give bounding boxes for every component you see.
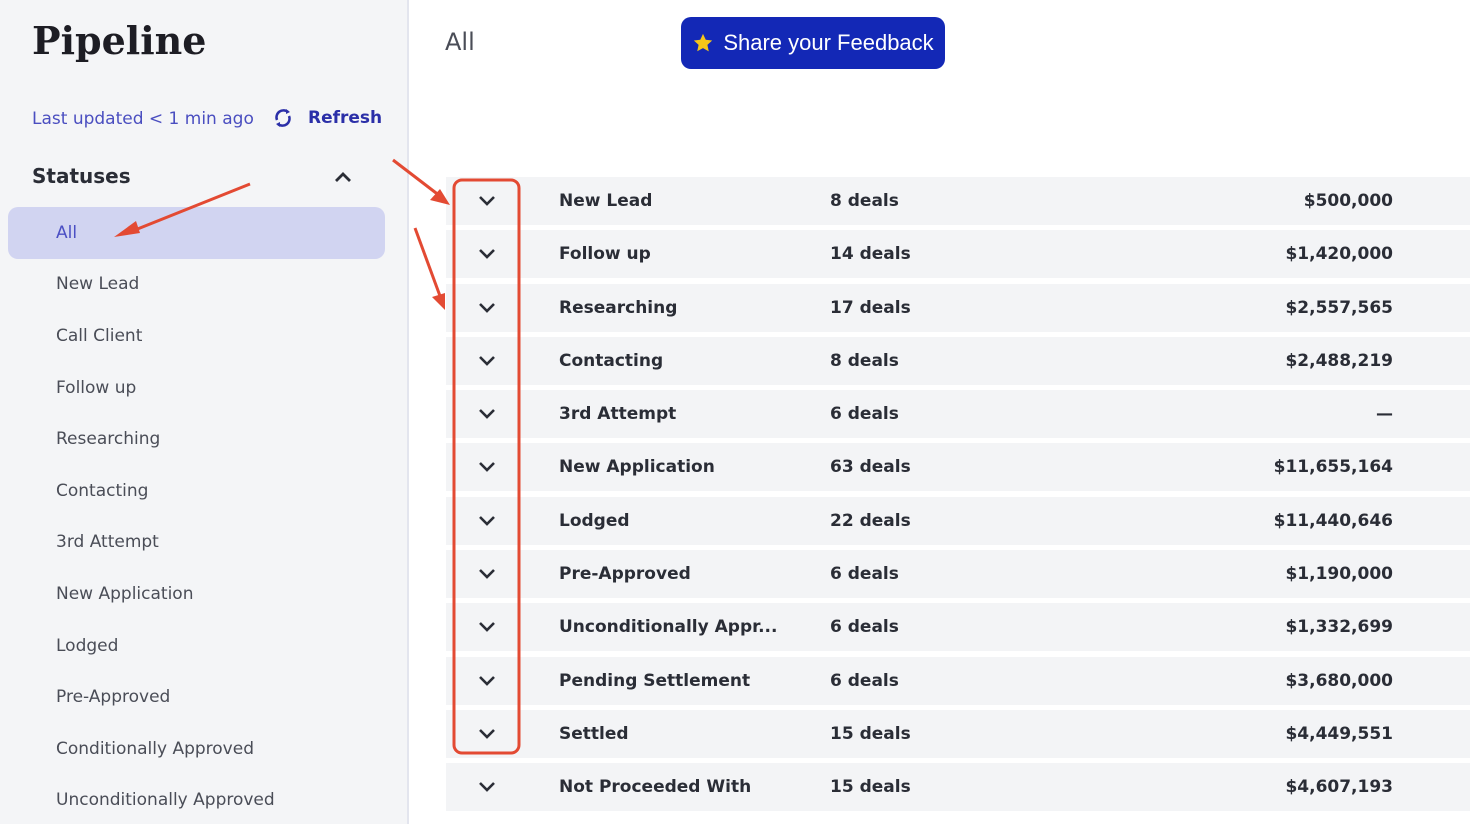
status-name: Follow up bbox=[559, 244, 651, 265]
deal-amount: $500,000 bbox=[1303, 191, 1393, 211]
deal-count: 15 deals bbox=[830, 723, 911, 744]
status-name: New Application bbox=[559, 457, 715, 478]
deal-count: 6 deals bbox=[830, 404, 899, 425]
table-row[interactable]: Pre-Approved 6 deals $1,190,000 bbox=[446, 550, 1470, 599]
table-row[interactable]: Follow up 14 deals $1,420,000 bbox=[446, 230, 1470, 279]
table-row[interactable]: New Application 63 deals $11,655,164 bbox=[446, 443, 1470, 492]
table-row[interactable]: Unconditionally Appr... 6 deals $1,332,6… bbox=[446, 603, 1470, 652]
sidebar-item-unconditionally-approved[interactable]: Unconditionally Approved bbox=[56, 790, 275, 811]
status-name: Settled bbox=[559, 723, 629, 744]
deal-count: 63 deals bbox=[830, 457, 911, 478]
chevron-down-icon[interactable] bbox=[446, 674, 528, 688]
table-row[interactable]: Lodged 22 deals $11,440,646 bbox=[446, 496, 1470, 545]
pipeline-table: New Lead 8 deals $500,000 Follow up 14 d… bbox=[446, 177, 1470, 817]
share-feedback-button[interactable]: Share your Feedback bbox=[681, 17, 945, 69]
refresh-icon bbox=[275, 109, 291, 127]
chevron-down-icon[interactable] bbox=[446, 247, 528, 261]
deal-amount: $1,190,000 bbox=[1285, 564, 1393, 585]
sidebar-item-all[interactable]: All bbox=[8, 207, 385, 259]
status-name: Contacting bbox=[559, 350, 664, 371]
deal-count: 14 deals bbox=[830, 244, 911, 265]
deal-amount: $2,557,565 bbox=[1285, 297, 1393, 318]
main-title: All bbox=[445, 28, 475, 56]
refresh-label: Refresh bbox=[308, 108, 383, 128]
sidebar-item-new-lead[interactable]: New Lead bbox=[56, 274, 140, 295]
chevron-down-icon[interactable] bbox=[446, 194, 528, 208]
star-icon bbox=[694, 33, 713, 52]
statuses-heading: Statuses bbox=[32, 164, 131, 188]
table-row[interactable]: Settled 15 deals $4,449,551 bbox=[446, 709, 1470, 758]
status-name: Not Proceeded With bbox=[559, 777, 752, 798]
status-name: Pre-Approved bbox=[559, 564, 691, 585]
status-name: Researching bbox=[559, 297, 678, 318]
deal-count: 17 deals bbox=[830, 297, 911, 318]
chevron-down-icon[interactable] bbox=[446, 620, 528, 634]
deal-amount: $4,449,551 bbox=[1285, 723, 1393, 744]
deal-count: 6 deals bbox=[830, 564, 899, 585]
chevron-down-icon[interactable] bbox=[446, 514, 528, 528]
sidebar-item-conditionally-approved[interactable]: Conditionally Approved bbox=[56, 738, 254, 759]
status-name: Pending Settlement bbox=[559, 670, 751, 691]
sidebar-item-3rd-attempt[interactable]: 3rd Attempt bbox=[56, 532, 159, 553]
deal-amount: $11,655,164 bbox=[1273, 457, 1393, 478]
sidebar-item-call-client[interactable]: Call Client bbox=[56, 325, 143, 346]
chevron-down-icon[interactable] bbox=[446, 354, 528, 368]
deal-count: 6 deals bbox=[830, 617, 899, 638]
deal-count: 15 deals bbox=[830, 777, 911, 798]
sidebar-item-contacting[interactable]: Contacting bbox=[56, 480, 149, 501]
table-row[interactable]: 3rd Attempt 6 deals — bbox=[446, 390, 1470, 439]
deal-amount: — bbox=[1376, 404, 1393, 425]
sidebar-item-researching[interactable]: Researching bbox=[56, 429, 161, 450]
chevron-down-icon[interactable] bbox=[446, 567, 528, 581]
deal-count: 6 deals bbox=[830, 670, 899, 691]
deal-amount: $1,420,000 bbox=[1285, 244, 1393, 265]
deal-amount: $3,680,000 bbox=[1285, 670, 1393, 691]
chevron-up-icon[interactable] bbox=[332, 166, 354, 188]
annotation-arrow bbox=[413, 227, 442, 297]
status-name: New Lead bbox=[559, 191, 653, 211]
deal-count: 22 deals bbox=[830, 510, 911, 531]
status-name: 3rd Attempt bbox=[559, 404, 677, 425]
sidebar: Pipeline Last updated < 1 min ago Refres… bbox=[0, 0, 409, 824]
table-row[interactable]: Not Proceeded With 15 deals $4,607,193 bbox=[446, 763, 1470, 812]
sidebar-item-follow-up[interactable]: Follow up bbox=[56, 377, 137, 398]
refresh-button[interactable]: Refresh bbox=[272, 106, 382, 130]
chevron-down-icon[interactable] bbox=[446, 727, 528, 741]
sidebar-item-new-application[interactable]: New Application bbox=[56, 583, 194, 604]
feedback-label: Share your Feedback bbox=[723, 30, 934, 55]
deal-count: 8 deals bbox=[830, 350, 899, 371]
deal-amount: $11,440,646 bbox=[1273, 510, 1393, 531]
chevron-down-icon[interactable] bbox=[446, 780, 528, 794]
table-row[interactable]: Contacting 8 deals $2,488,219 bbox=[446, 336, 1470, 385]
chevron-down-icon[interactable] bbox=[446, 407, 528, 421]
deal-count: 8 deals bbox=[830, 191, 899, 211]
sidebar-item-lodged[interactable]: Lodged bbox=[56, 635, 119, 656]
table-row[interactable]: Researching 17 deals $2,557,565 bbox=[446, 283, 1470, 332]
table-row[interactable]: Pending Settlement 6 deals $3,680,000 bbox=[446, 656, 1470, 705]
deal-amount: $2,488,219 bbox=[1285, 350, 1393, 371]
status-nav: All New Lead Call Client Follow up Researchi… bbox=[8, 207, 385, 826]
chevron-down-icon[interactable] bbox=[446, 460, 528, 474]
deal-amount: $4,607,193 bbox=[1285, 777, 1393, 798]
deal-amount: $1,332,699 bbox=[1285, 617, 1393, 638]
status-name: Lodged bbox=[559, 510, 630, 531]
table-row[interactable]: New Lead 8 deals $500,000 bbox=[446, 177, 1470, 225]
status-name: Unconditionally Appr... bbox=[559, 617, 778, 638]
sidebar-item-pre-approved[interactable]: Pre-Approved bbox=[56, 687, 171, 708]
page-title: Pipeline bbox=[32, 18, 207, 63]
chevron-down-icon[interactable] bbox=[446, 301, 528, 315]
last-updated-text: Last updated < 1 min ago bbox=[32, 109, 254, 129]
